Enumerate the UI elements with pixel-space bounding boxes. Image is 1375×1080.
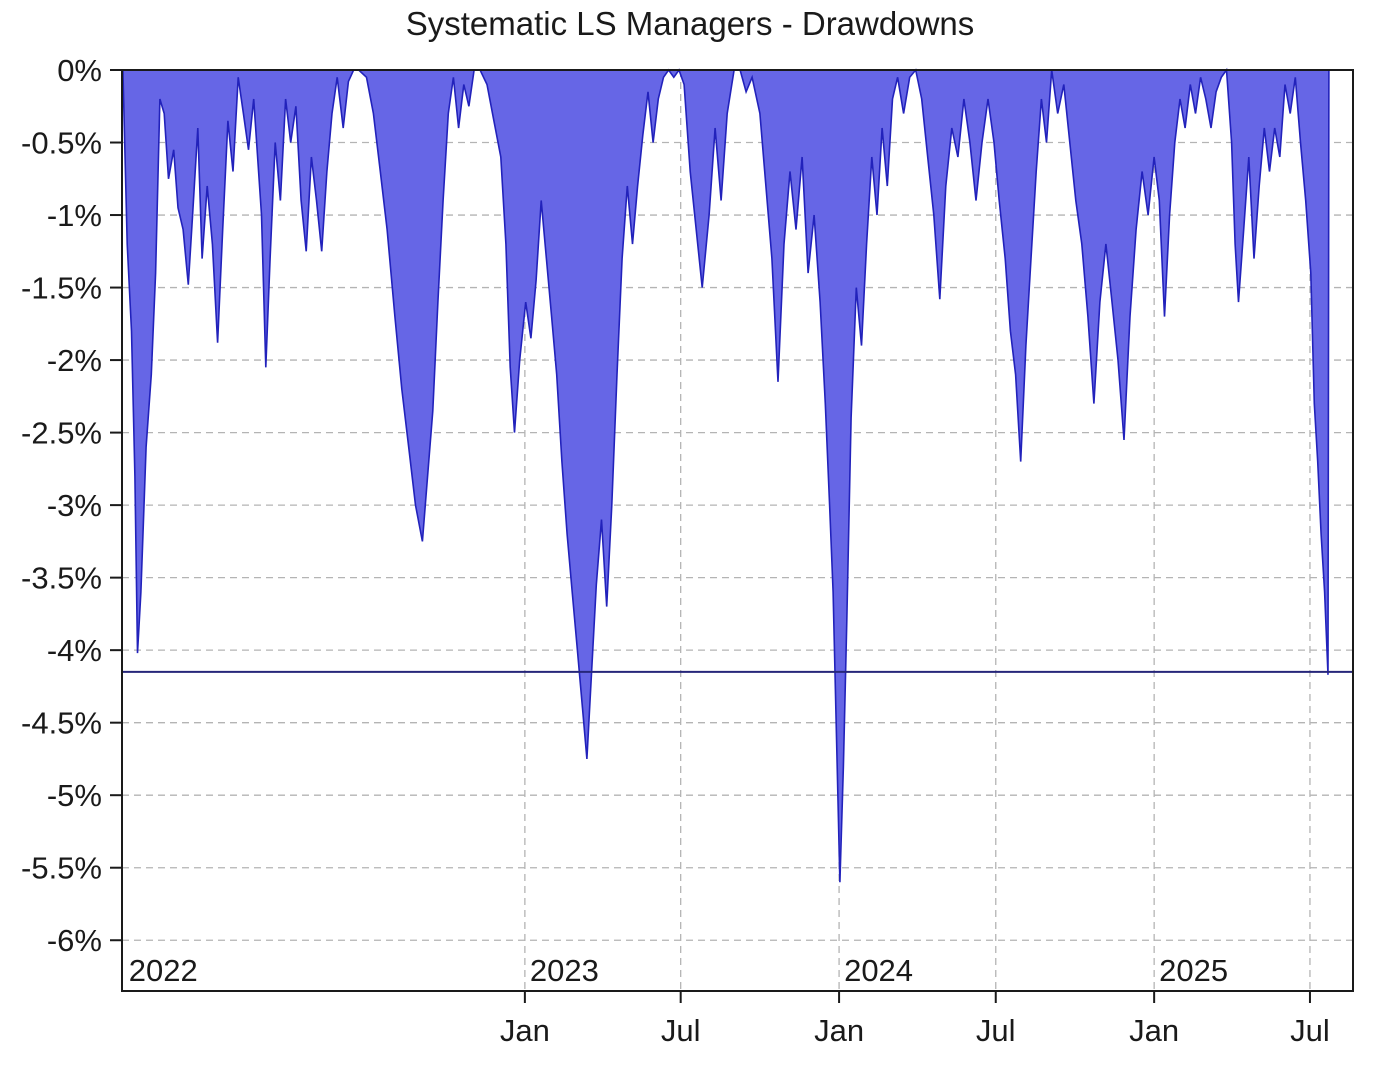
year-label: 2025 xyxy=(1159,953,1228,988)
year-labels: 2022 2023 2024 2025 xyxy=(129,953,1228,988)
year-label: 2023 xyxy=(530,953,599,988)
y-tick-label: -2.5% xyxy=(21,416,102,451)
year-label: 2024 xyxy=(844,953,913,988)
y-tick-label: -1.5% xyxy=(21,271,102,306)
y-tick-label: 0% xyxy=(57,53,102,88)
year-label: 2022 xyxy=(129,953,198,988)
y-axis: 0% -0.5% -1% -1.5% -2% -2.5% -3% -3.5% -4% -4.5% -… xyxy=(21,53,122,958)
y-tick-label: -0.5% xyxy=(21,126,102,161)
y-tick-label: -1% xyxy=(47,198,102,233)
y-tick-label: -4.5% xyxy=(21,706,102,741)
x-tick-label: Jul xyxy=(1290,1013,1330,1048)
y-tick-label: -2% xyxy=(47,343,102,378)
x-tick-label: Jul xyxy=(661,1013,701,1048)
y-tick-label: -3% xyxy=(47,488,102,523)
x-tick-label: Jul xyxy=(976,1013,1016,1048)
drawdown-series xyxy=(122,67,1330,883)
y-tick-label: -5% xyxy=(47,778,102,813)
plot-frame xyxy=(121,69,1354,992)
y-tick-label: -3.5% xyxy=(21,561,102,596)
chart-title: Systematic LS Managers - Drawdowns xyxy=(406,5,975,42)
x-axis: Jan Jul Jan Jul Jan Jul xyxy=(500,991,1330,1048)
y-tick-label: -6% xyxy=(47,923,102,958)
x-tick-label: Jan xyxy=(500,1013,550,1048)
x-tick-label: Jan xyxy=(814,1013,864,1048)
y-tick-label: -4% xyxy=(47,633,102,668)
x-tick-label: Jan xyxy=(1129,1013,1179,1048)
drawdown-area xyxy=(122,67,1330,883)
y-tick-label: -5.5% xyxy=(21,851,102,886)
